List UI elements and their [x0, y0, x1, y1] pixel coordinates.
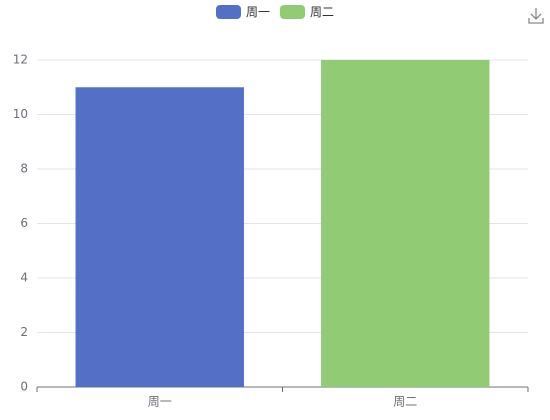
y-tick-label: 6 [20, 216, 28, 230]
bar [321, 60, 490, 387]
legend-swatch [216, 5, 241, 19]
x-tick-label: 周二 [393, 395, 417, 409]
x-tick-label: 周一 [148, 395, 172, 409]
y-tick-label: 2 [20, 325, 28, 339]
y-tick-label: 0 [20, 380, 28, 394]
y-tick-label: 4 [20, 271, 28, 285]
y-tick-label: 8 [20, 162, 28, 176]
y-tick-label: 12 [13, 53, 28, 67]
download-icon[interactable] [528, 8, 544, 24]
legend-label: 周二 [310, 5, 334, 19]
y-tick-label: 10 [13, 107, 28, 121]
legend-label: 周一 [246, 5, 270, 19]
legend-swatch [280, 5, 305, 19]
bar [75, 87, 244, 387]
